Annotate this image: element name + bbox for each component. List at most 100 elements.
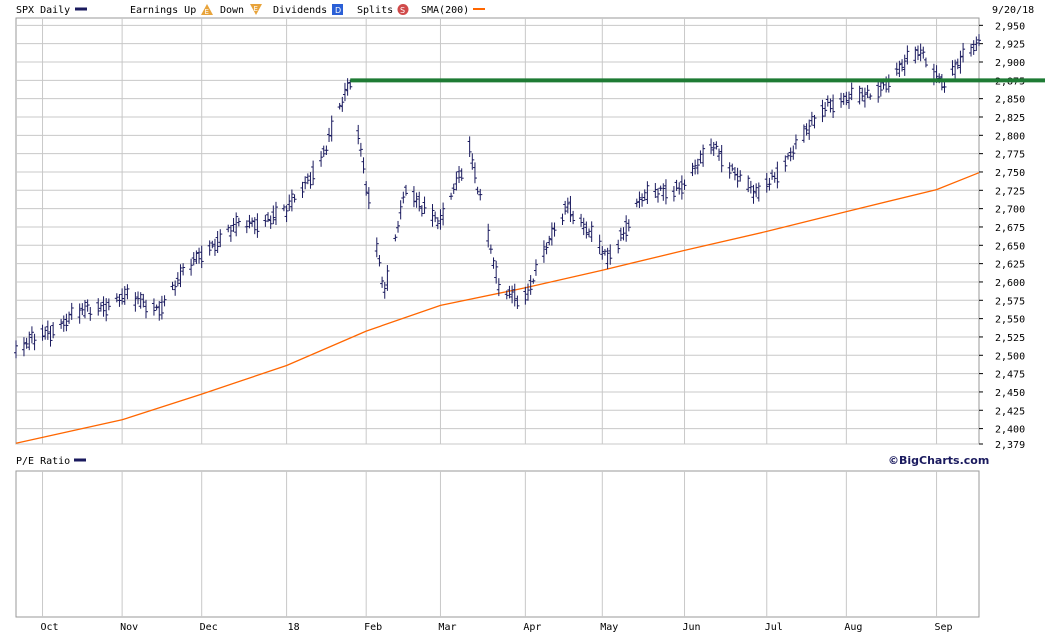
price-bar <box>820 99 825 123</box>
price-bar <box>913 46 918 64</box>
y-tick-label: 2,850 <box>995 95 1025 106</box>
price-bar <box>457 166 462 184</box>
legend-earnings: Earnings Up <box>130 5 196 16</box>
price-bar <box>324 145 329 155</box>
price-bar <box>690 162 695 177</box>
price-bar <box>61 315 66 332</box>
price-bar <box>807 119 812 140</box>
price-bar <box>868 93 873 100</box>
price-bar <box>608 244 613 265</box>
x-tick-label: Oct <box>40 622 58 633</box>
price-bar <box>693 159 698 175</box>
price-bar <box>812 114 817 129</box>
price-bar <box>366 187 371 210</box>
price-bar <box>98 302 103 312</box>
earnings-up-icon: E <box>201 4 213 16</box>
price-bar <box>345 78 350 96</box>
price-bar <box>101 296 106 317</box>
price-bar <box>136 291 141 305</box>
price-bar <box>454 171 459 191</box>
price-bar <box>565 197 570 214</box>
price-bar <box>342 82 347 102</box>
y-tick-label: 2,575 <box>995 296 1025 307</box>
y-tick-label: 2,625 <box>995 260 1025 271</box>
legend-splits: Splits <box>357 5 393 16</box>
price-bar <box>268 215 273 229</box>
x-tick-label: Jun <box>682 622 700 633</box>
y-tick-label: 2,600 <box>995 278 1025 289</box>
price-bar <box>746 175 751 193</box>
price-bar <box>64 313 69 332</box>
price-bar <box>308 172 313 189</box>
price-bar <box>247 214 252 229</box>
price-bar <box>552 222 557 237</box>
legend-dividends: Dividends <box>273 5 327 16</box>
price-bar <box>430 204 435 227</box>
price-bar <box>568 195 573 223</box>
price-bar <box>300 181 305 198</box>
y-tick-label: 2,750 <box>995 168 1025 179</box>
legend-symbol: SPX Daily <box>16 5 70 16</box>
price-bar <box>637 191 642 208</box>
price-bar <box>849 82 854 101</box>
price-bar <box>194 250 199 265</box>
price-bar <box>51 322 56 339</box>
price-bar <box>361 157 366 174</box>
price-bar <box>236 217 241 227</box>
price-panel <box>15 17 980 445</box>
price-bar <box>231 218 236 232</box>
price-bar <box>526 283 531 301</box>
price-bar <box>791 145 796 160</box>
y-tick-label: 2,400 <box>995 425 1025 436</box>
price-bar <box>271 205 276 225</box>
price-bar <box>531 278 536 284</box>
price-bar <box>106 298 111 311</box>
price-bar <box>43 326 48 340</box>
price-bar <box>764 172 769 193</box>
price-bar <box>210 240 215 249</box>
price-bar <box>27 331 32 351</box>
price-bar <box>284 205 289 223</box>
price-bar <box>228 225 233 242</box>
price-bar <box>449 192 454 200</box>
price-bar <box>507 285 512 299</box>
price-bar <box>894 62 899 76</box>
price-bar <box>189 258 194 276</box>
price-bar <box>199 245 204 269</box>
price-bar <box>602 248 607 256</box>
price-bar <box>661 183 666 201</box>
x-tick-label: Aug <box>844 622 862 633</box>
x-tick-label: Nov <box>120 622 138 633</box>
price-bar <box>541 240 546 263</box>
price-bar <box>788 147 793 162</box>
price-bar <box>117 294 122 307</box>
y-tick-label: 2,900 <box>995 58 1025 69</box>
price-bar <box>727 162 732 179</box>
price-bar <box>735 167 740 188</box>
price-bar <box>711 141 716 156</box>
price-bar <box>831 94 836 118</box>
price-bar <box>141 293 146 308</box>
price-bar <box>419 205 424 217</box>
price-bar <box>969 43 974 57</box>
x-tick-label: Sep <box>935 622 953 633</box>
price-bar <box>226 224 231 233</box>
price-bar <box>645 181 650 204</box>
price-bar <box>523 286 528 305</box>
price-bar <box>953 59 958 79</box>
price-bar <box>45 320 50 340</box>
price-bar <box>88 307 93 321</box>
y-tick-label: 2,525 <box>995 333 1025 344</box>
price-bar <box>32 333 37 351</box>
price-bar <box>809 111 814 126</box>
y-tick-label: 2,800 <box>995 131 1025 142</box>
price-bar <box>24 337 29 349</box>
price-bar <box>266 212 271 223</box>
price-bar <box>671 186 676 202</box>
price-bar <box>663 179 668 205</box>
y-tick-label: 2,950 <box>995 21 1025 32</box>
lower-panel-label: P/E Ratio <box>16 456 70 467</box>
price-bar <box>754 183 759 198</box>
price-bar <box>29 326 34 344</box>
price-bar <box>403 184 408 196</box>
